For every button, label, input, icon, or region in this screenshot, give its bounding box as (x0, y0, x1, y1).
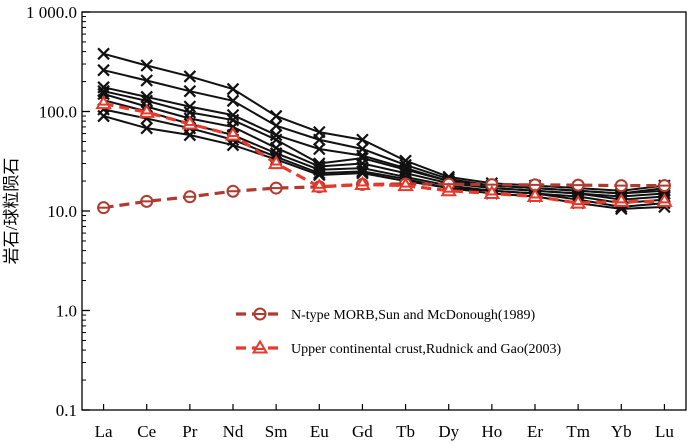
sample-x-marker (313, 142, 326, 156)
y-tick-label: 1 000.0 (26, 3, 77, 22)
sample-series (97, 81, 671, 200)
x-tick-label: Nd (223, 422, 244, 441)
x-tick-label: Sm (265, 422, 288, 441)
sample-x-marker (183, 84, 197, 98)
sample-x-marker (269, 119, 283, 132)
sample-series (97, 63, 671, 200)
reference-line (103, 102, 665, 205)
y-tick-label: 0.1 (56, 401, 77, 420)
sample-x-marker (183, 128, 197, 142)
y-tick-label: 10.0 (47, 202, 77, 221)
reference-line (103, 182, 665, 210)
sample-x-marker (356, 151, 369, 165)
x-tick-label: Lu (655, 422, 674, 441)
x-axis-ticks: La Ce Pr Nd Sm Eu Gd Tb Dy Ho Er Tm Yb Lu (95, 404, 674, 441)
sample-x-marker (97, 109, 110, 123)
legend-label-morb: N-type MORB,Sun and McDonough(1989) (291, 308, 536, 323)
x-tick-label: Ce (137, 422, 156, 441)
sample-x-marker (140, 74, 153, 87)
x-tick-label: Pr (182, 422, 197, 441)
legend-label-ucc: Upper continental crust,Rudnick and Gao(… (291, 342, 562, 357)
legend-symbol-morb (236, 307, 284, 321)
sample-x-marker (97, 47, 110, 61)
sample-line (103, 108, 665, 208)
y-tick-label: 1.0 (56, 302, 77, 321)
sample-x-marker (313, 133, 326, 147)
sample-x-marker (183, 70, 197, 83)
sample-line (103, 52, 665, 192)
y-axis-label: 岩石/球粒陨石 (2, 158, 21, 265)
sample-x-marker (183, 100, 197, 113)
sample-x-marker (226, 94, 240, 108)
sample-line (103, 86, 665, 195)
sample-x-marker (226, 138, 240, 152)
x-tick-label: Tb (396, 422, 415, 441)
y-tick-label: 100.0 (39, 103, 77, 122)
sample-x-marker (97, 63, 110, 77)
x-tick-label: Yb (611, 422, 632, 441)
x-tick-label: Er (527, 422, 543, 441)
x-tick-label: Eu (310, 422, 329, 441)
sample-x-marker (313, 168, 326, 182)
x-tick-label: Gd (352, 422, 373, 441)
sample-x-marker (140, 59, 153, 72)
reference-lines-layer (95, 95, 673, 215)
x-tick-label: Tm (566, 422, 590, 441)
sample-x-marker (356, 133, 369, 147)
x-tick-label: Ho (481, 422, 502, 441)
sample-x-marker (356, 166, 369, 180)
reference-series (95, 95, 673, 209)
sample-x-marker (313, 166, 326, 180)
x-tick-label: La (95, 422, 113, 441)
legend-item-ucc: Upper continental crust,Rudnick and Gao(… (236, 339, 562, 357)
sample-x-marker (140, 121, 153, 135)
sample-x-marker (226, 82, 240, 96)
sample-lines-layer (97, 47, 671, 216)
legend-item-morb: N-type MORB,Sun and McDonough(1989) (236, 307, 536, 323)
sample-x-marker (356, 165, 369, 178)
legend-symbol-ucc (236, 339, 284, 354)
y-axis-ticks: 0.1 1.0 10.0 100.0 1 000.0 (26, 3, 90, 420)
x-tick-label: Dy (438, 422, 459, 441)
legend: N-type MORB,Sun and McDonough(1989) Uppe… (236, 307, 562, 357)
sample-line (103, 93, 665, 201)
sample-x-marker (269, 109, 283, 123)
